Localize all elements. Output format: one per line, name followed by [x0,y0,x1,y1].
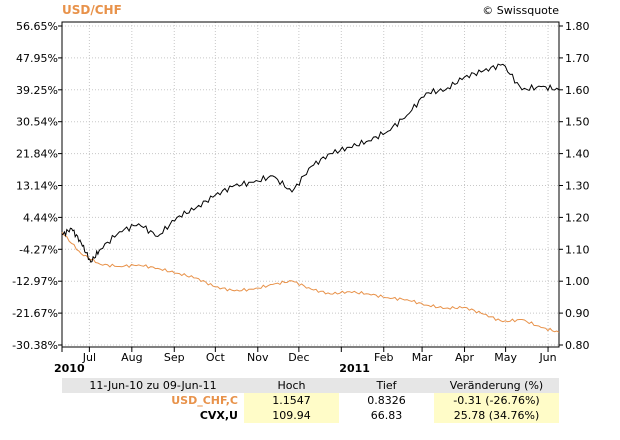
x-month-label: Nov [247,351,269,364]
left-tick-label: -30.38% [12,339,58,352]
series-lines [61,63,560,333]
x-month-label: Jul [82,351,96,364]
right-tick-label: 1.00 [565,275,590,288]
left-axis: 56.65% 47.95% 39.25% 30.54% 21.84% 13.14% 4.44… [12,20,62,352]
series-line-cvx [61,63,560,263]
grid-lines [62,22,559,347]
summary-row-cvx: CVX,U 109.94 66.83 25.78 (34.76%) [62,408,559,423]
x-month-label: Aug [121,351,142,364]
summary-low-usdchf: 0.8326 [339,393,434,408]
summary-low-header: Tief [339,378,434,393]
left-tick-label: 56.65% [16,20,58,33]
left-tick-label: 47.95% [16,52,58,65]
x-month-label: Sep [164,351,185,364]
summary-change-cvx: 25.78 (34.76%) [434,408,559,423]
right-tick-label: 1.80 [565,20,590,33]
right-tick-label: 1.60 [565,84,590,97]
summary-row-usdchf: USD_CHF,C 1.1547 0.8326 -0.31 (-26.76%) [62,393,559,408]
right-axis: 1.80 1.70 1.60 1.50 1.40 1.30 1.20 1.10 1.00 0.90… [559,20,590,352]
summary-name-usdchf: USD_CHF,C [171,394,238,407]
summary-period-header: 11-Jun-10 zu 09-Jun-11 [62,378,244,393]
left-tick-label: 39.25% [16,84,58,97]
left-tick-label: 21.84% [16,148,58,161]
x-month-label: Oct [206,351,226,364]
left-tick-label: -12.97% [12,275,58,288]
right-tick-label: 1.10 [565,243,590,256]
left-tick-label: 4.44% [23,211,58,224]
x-month-label: Dec [288,351,309,364]
right-tick-label: 1.20 [565,211,590,224]
right-tick-label: 1.50 [565,116,590,129]
summary-high-cvx: 109.94 [244,408,339,423]
left-tick-label: -4.27% [19,243,58,256]
price-chart: USD/CHF © Swissquote 56.65% 47.95% 39.25% 3… [12,3,590,375]
right-tick-label: 0.90 [565,307,590,320]
summary-change-header: Veränderung (%) [434,378,559,393]
summary-change-usdchf: -0.31 (-26.76%) [434,393,559,408]
x-month-label: Apr [455,351,475,364]
x-month-label: Jun [538,351,556,364]
summary-name-cvx: CVX,U [199,409,238,422]
left-tick-label: -21.67% [12,307,58,320]
x-month-label: Feb [374,351,393,364]
credit-text: © Swissquote [482,4,559,17]
summary-header-row: 11-Jun-10 zu 09-Jun-11 Hoch Tief Verände… [62,378,559,393]
plot-frame [61,21,560,348]
summary-table: 11-Jun-10 zu 09-Jun-11 Hoch Tief Verände… [62,378,559,423]
x-year-label: 2010 [54,362,85,375]
left-tick-label: 13.14% [16,180,58,193]
series-line-usdchf [61,232,560,333]
left-tick-label: 30.54% [16,116,58,129]
x-year-label: 2011 [339,362,370,375]
summary-low-cvx: 66.83 [339,408,434,423]
chart-title: USD/CHF [62,3,122,17]
x-month-label: May [494,351,517,364]
right-tick-label: 0.80 [565,339,590,352]
right-tick-label: 1.30 [565,180,590,193]
summary-high-usdchf: 1.1547 [244,393,339,408]
summary-high-header: Hoch [244,378,339,393]
right-tick-label: 1.40 [565,148,590,161]
x-month-label: Mar [412,351,433,364]
right-tick-label: 1.70 [565,52,590,65]
